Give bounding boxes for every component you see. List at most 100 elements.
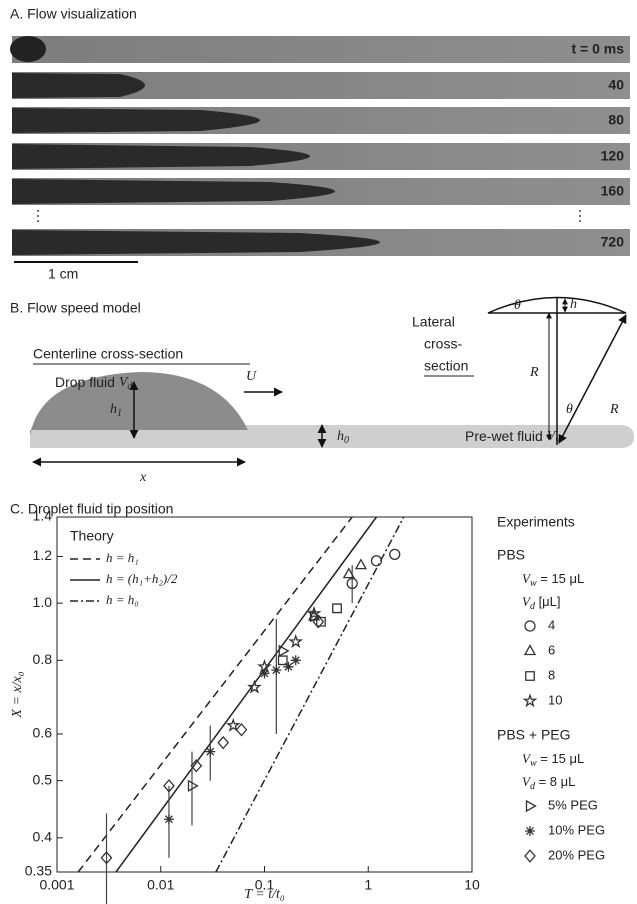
text-part: w [530, 578, 537, 589]
data-point [247, 679, 262, 694]
legend-marker [525, 671, 535, 681]
data-point [205, 746, 216, 757]
drop [10, 36, 46, 62]
data-point [389, 548, 401, 560]
data-point [288, 633, 304, 649]
frame-label: 40 [608, 77, 624, 93]
data-point [271, 665, 282, 676]
text-part: = 15 μL [537, 571, 585, 586]
data-point [290, 655, 301, 666]
data-point [346, 577, 358, 590]
legend-label: 8 [548, 667, 555, 682]
text-part: V [522, 774, 532, 789]
frame-label: 80 [608, 112, 624, 128]
frame-label: 120 [601, 148, 625, 164]
data-point [342, 567, 355, 579]
data-point [332, 603, 342, 614]
data-point [163, 779, 175, 793]
text-part: d [530, 601, 536, 612]
legend-title: Theory [70, 528, 114, 544]
y-tick-label: 0.8 [33, 651, 53, 667]
legend-label: 10 [548, 692, 562, 707]
frame [12, 36, 630, 63]
data-point [225, 717, 241, 732]
x-tick-label: 0.1 [255, 877, 275, 893]
data-point [163, 814, 174, 825]
drop-label: Drop fluid Vd [55, 374, 133, 393]
data-point [259, 668, 270, 679]
legend-note: Vd = 8 μL [522, 774, 575, 792]
legend-marker [522, 693, 538, 708]
text-part: = 15 μL [537, 751, 585, 766]
theory-line [77, 516, 353, 873]
data-point [354, 558, 368, 570]
data-point [100, 851, 113, 865]
legend-label: h = h₁ [106, 550, 139, 565]
drop [12, 108, 260, 133]
legend-label: h = (h₁+h₂)/2 [106, 571, 178, 586]
legend-title: Experiments [497, 514, 575, 530]
frames [10, 36, 630, 256]
x-tick-label: 10 [464, 877, 480, 893]
lateral-label: cross- [424, 336, 462, 352]
r-label: R [529, 365, 539, 380]
legend-marker [524, 849, 536, 863]
y-tick-label: 0.5 [33, 771, 53, 787]
theory-line [215, 516, 405, 873]
y-tick-label: 1.4 [33, 508, 53, 524]
y-tick-label: 1.0 [33, 594, 53, 610]
drop [12, 179, 335, 204]
legend-label: h = h₀ [106, 592, 139, 607]
legend-group: PBS + PEG [497, 727, 571, 743]
theory-line [115, 516, 378, 873]
panel-title: C. Droplet fluid tip position [10, 501, 173, 517]
lateral-label: Lateral [412, 314, 455, 330]
theta-label: θ [566, 402, 573, 417]
legend-label: 4 [548, 617, 555, 632]
r-label: R [609, 402, 619, 417]
lateral-label: section [424, 358, 468, 374]
text-part: V [522, 594, 532, 609]
h-label: h [570, 297, 577, 312]
data-point [235, 723, 248, 737]
frame-label: 720 [601, 234, 625, 250]
y-tick-label: 1.2 [33, 547, 53, 563]
panel-title: B. Flow speed model [10, 300, 141, 316]
legend-marker [523, 644, 537, 656]
drop-layer [30, 372, 248, 436]
text-part: [μL] [535, 594, 561, 609]
text-part: d [530, 781, 536, 792]
legend-group: PBS [497, 547, 525, 563]
frame-label: 160 [601, 183, 625, 199]
data-point [312, 615, 325, 629]
legend-marker [525, 799, 537, 813]
chart: 0.001 0.01 0.1 1 10 0.35 0.4 0.5 0.6 0.8 1.0 1.2 1.4… [10, 508, 605, 904]
x-tick-label: 0.001 [39, 877, 74, 893]
frame-labels: t = 0 ms 40 80 120 160 720 [571, 41, 624, 250]
drop [12, 73, 145, 98]
panel-title: A. Flow visualization [10, 6, 137, 22]
legend-marker [524, 620, 536, 632]
data-point [217, 735, 230, 750]
data-point [190, 759, 203, 773]
legend-marker [525, 826, 535, 836]
data-point [316, 616, 326, 627]
drop [12, 230, 380, 255]
y-axis-label: X = x/x₀ [10, 671, 25, 718]
y-tick-label: 0.6 [33, 725, 53, 741]
prewet-label: Pre-wet fluid Vw [465, 428, 562, 447]
x-tick-label: 0.01 [147, 877, 174, 893]
data-point [370, 555, 383, 567]
legend-note: Vw = 15 μL [522, 571, 584, 589]
legend-label: 6 [548, 642, 555, 657]
y-tick-label: 0.4 [33, 829, 53, 845]
u-label: U [246, 369, 257, 384]
text-part: w [530, 758, 537, 769]
legend-label: 5% PEG [548, 797, 598, 812]
section-label: Centerline cross-section [33, 346, 183, 362]
legend-note: Vd [μL] [522, 594, 561, 612]
data-point [278, 644, 290, 657]
data-point [187, 779, 199, 792]
x-axis-label: T = t/t₀ [244, 887, 285, 902]
